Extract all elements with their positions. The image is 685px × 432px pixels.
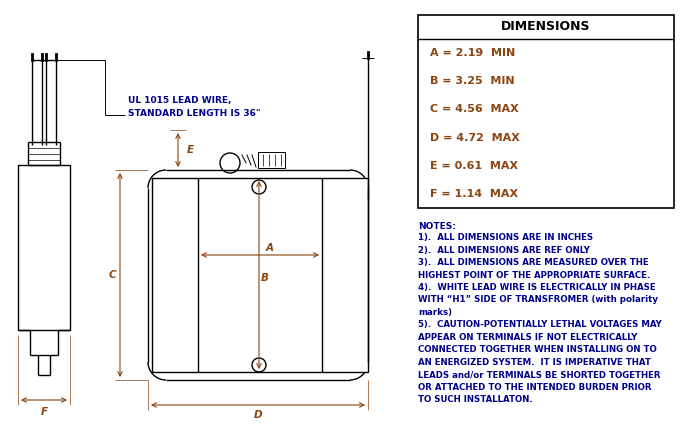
Text: D = 4.72  MAX: D = 4.72 MAX [430,133,520,143]
Text: A = 2.19  MIN: A = 2.19 MIN [430,48,515,58]
Text: 4).  WHITE LEAD WIRE IS ELECTRICALLY IN PHASE: 4). WHITE LEAD WIRE IS ELECTRICALLY IN P… [418,283,656,292]
Text: C: C [108,270,116,280]
Polygon shape [418,15,674,208]
Text: WITH “H1” SIDE OF TRANSFROMER (with polarity: WITH “H1” SIDE OF TRANSFROMER (with pola… [418,295,658,305]
Text: NOTES:: NOTES: [418,222,456,231]
Text: 3).  ALL DIMENSIONS ARE MEASURED OVER THE: 3). ALL DIMENSIONS ARE MEASURED OVER THE [418,258,649,267]
Text: 1).  ALL DIMENSIONS ARE IN INCHES: 1). ALL DIMENSIONS ARE IN INCHES [418,233,593,242]
Text: F: F [40,407,47,417]
Text: UL 1015 LEAD WIRE,: UL 1015 LEAD WIRE, [128,95,232,105]
Polygon shape [18,165,70,330]
Text: F = 1.14  MAX: F = 1.14 MAX [430,189,518,199]
Text: E: E [186,145,194,155]
Text: OR ATTACHED TO THE INTENDED BURDEN PRIOR: OR ATTACHED TO THE INTENDED BURDEN PRIOR [418,383,651,392]
Text: TO SUCH INSTALLATON.: TO SUCH INSTALLATON. [418,396,533,404]
Text: E = 0.61  MAX: E = 0.61 MAX [430,161,518,171]
Polygon shape [258,152,285,168]
Text: marks): marks) [418,308,452,317]
Polygon shape [322,178,368,372]
Text: D: D [253,410,262,420]
Text: A: A [266,243,274,253]
Text: AN ENERGIZED SYSTEM.  IT IS IMPERATIVE THAT: AN ENERGIZED SYSTEM. IT IS IMPERATIVE TH… [418,358,651,367]
Text: DIMENSIONS: DIMENSIONS [501,20,590,34]
Text: B: B [261,273,269,283]
Text: CONNECTED TOGETHER WHEN INSTALLING ON TO: CONNECTED TOGETHER WHEN INSTALLING ON TO [418,346,657,355]
Text: STANDARD LENGTH IS 36": STANDARD LENGTH IS 36" [128,108,260,118]
Polygon shape [152,178,198,372]
Text: B = 3.25  MIN: B = 3.25 MIN [430,76,514,86]
Text: 2).  ALL DIMENSIONS ARE REF ONLY: 2). ALL DIMENSIONS ARE REF ONLY [418,245,590,254]
Text: 5).  CAUTION-POTENTIALLY LETHAL VOLTAGES MAY: 5). CAUTION-POTENTIALLY LETHAL VOLTAGES … [418,321,662,330]
Text: APPEAR ON TERMINALS IF NOT ELECTRICALLY: APPEAR ON TERMINALS IF NOT ELECTRICALLY [418,333,637,342]
Text: HIGHEST POINT OF THE APPROPRIATE SURFACE.: HIGHEST POINT OF THE APPROPRIATE SURFACE… [418,270,650,280]
Text: LEADS and/or TERMINALS BE SHORTED TOGETHER: LEADS and/or TERMINALS BE SHORTED TOGETH… [418,371,660,379]
Text: C = 4.56  MAX: C = 4.56 MAX [430,105,519,114]
